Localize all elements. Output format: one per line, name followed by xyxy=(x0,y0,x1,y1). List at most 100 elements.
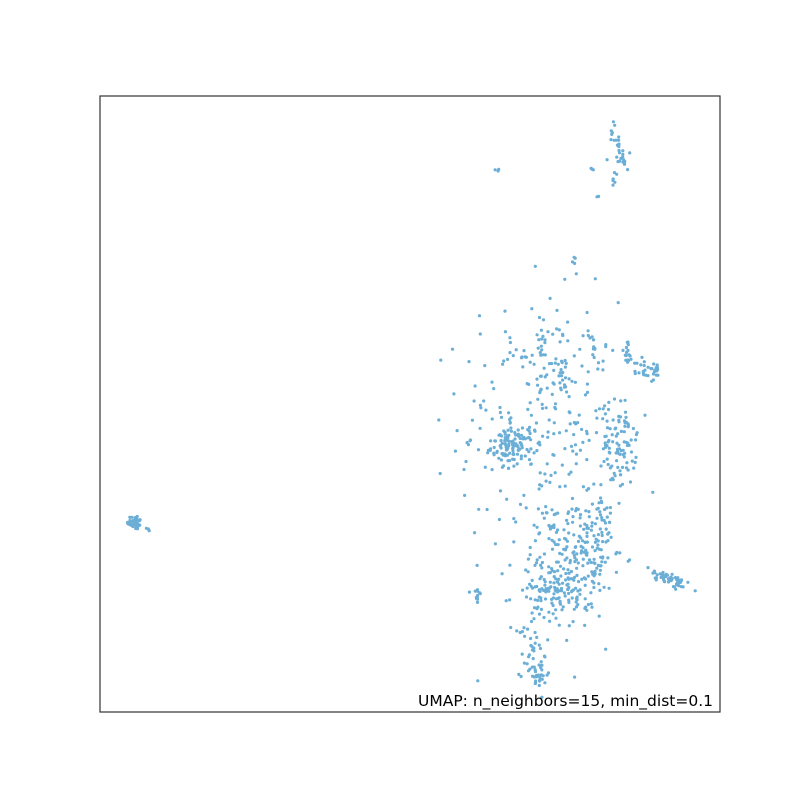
scatter-point xyxy=(507,442,511,446)
scatter-point xyxy=(618,484,623,488)
scatter-point xyxy=(563,548,568,552)
scatter-point xyxy=(560,374,564,378)
scatter-point xyxy=(527,655,531,659)
scatter-point xyxy=(537,589,541,593)
scatter-point xyxy=(635,361,639,365)
scatter-point xyxy=(606,407,611,412)
scatter-point xyxy=(527,450,531,454)
scatter-point xyxy=(512,452,516,456)
scatter-point xyxy=(549,473,553,477)
scatter-point xyxy=(556,528,560,532)
scatter-point xyxy=(562,528,566,532)
scatter-point xyxy=(499,446,503,450)
scatter-point xyxy=(580,427,584,431)
scatter-point xyxy=(566,511,570,516)
scatter-point xyxy=(538,555,542,559)
scatter-point xyxy=(605,426,610,430)
scatter-point xyxy=(575,573,579,578)
scatter-point xyxy=(553,361,557,365)
scatter-point xyxy=(535,607,539,611)
scatter-point xyxy=(589,528,594,532)
scatter-point xyxy=(686,580,690,584)
scatter-point xyxy=(517,672,521,677)
scatter-point xyxy=(601,417,605,421)
scatter-point xyxy=(519,433,524,437)
scatter-point xyxy=(568,561,572,565)
scatter-point xyxy=(602,518,606,523)
scatter-point xyxy=(542,615,546,620)
scatter-point xyxy=(535,449,539,453)
scatter-point xyxy=(558,485,562,489)
scatter-point xyxy=(546,638,550,642)
scatter-point xyxy=(607,586,611,590)
scatter-point xyxy=(628,151,632,155)
scatter-point xyxy=(541,434,545,438)
scatter-point xyxy=(499,443,503,447)
scatter-point xyxy=(605,419,609,423)
scatter-point xyxy=(539,328,544,332)
scatter-point xyxy=(539,607,544,612)
scatter-point xyxy=(623,421,627,425)
scatter-point xyxy=(129,522,133,526)
scatter-point xyxy=(608,506,613,510)
scatter-point xyxy=(581,557,585,561)
scatter-point xyxy=(537,315,542,320)
scatter-point xyxy=(560,463,564,467)
scatter-point xyxy=(514,348,518,352)
scatter-point xyxy=(611,348,615,352)
scatter-point xyxy=(589,591,593,595)
scatter-point xyxy=(515,452,520,456)
scatter-point xyxy=(578,516,582,520)
scatter-point xyxy=(524,568,528,572)
scatter-point xyxy=(580,577,584,581)
scatter-point xyxy=(626,168,630,172)
scatter-point xyxy=(557,582,561,586)
scatter-point xyxy=(613,123,617,127)
scatter-point xyxy=(575,552,579,556)
scatter-point xyxy=(521,588,525,592)
scatter-point xyxy=(552,432,556,436)
scatter-point xyxy=(604,647,608,651)
scatter-point xyxy=(603,560,607,564)
scatter-point xyxy=(486,451,490,455)
scatter-point xyxy=(654,576,659,580)
scatter-point xyxy=(551,612,555,616)
scatter-point xyxy=(596,539,600,543)
scatter-point xyxy=(464,459,468,464)
scatter-point xyxy=(595,546,599,550)
scatter-point xyxy=(558,600,562,605)
scatter-point xyxy=(609,535,613,540)
scatter-point xyxy=(503,430,507,434)
scatter-point xyxy=(628,354,632,358)
scatter-point xyxy=(492,387,496,391)
scatter-point xyxy=(522,349,526,353)
scatter-point xyxy=(676,576,680,580)
scatter-point xyxy=(521,365,525,369)
scatter-point xyxy=(439,358,443,362)
scatter-point xyxy=(567,377,571,381)
scatter-point xyxy=(539,344,543,348)
scatter-point xyxy=(581,440,585,444)
scatter-point xyxy=(543,338,547,342)
scatter-point xyxy=(586,574,590,578)
scatter-point xyxy=(618,452,622,456)
scatter-point xyxy=(492,453,496,457)
scatter-point xyxy=(568,422,572,426)
scatter-point xyxy=(475,563,479,568)
scatter-point xyxy=(611,440,615,444)
scatter-point xyxy=(616,465,620,469)
scatter-point xyxy=(590,605,594,609)
scatter-point xyxy=(585,458,589,462)
scatter-point xyxy=(673,576,678,580)
scatter-point xyxy=(604,540,608,544)
scatter-point xyxy=(635,431,639,435)
scatter-point xyxy=(498,410,502,415)
scatter-point xyxy=(545,373,549,377)
scatter-point xyxy=(590,545,595,549)
scatter-point xyxy=(539,660,543,664)
scatter-point xyxy=(637,371,641,375)
scatter-point xyxy=(566,339,570,343)
scatter-point xyxy=(603,404,607,408)
scatter-point xyxy=(478,592,482,596)
scatter-point xyxy=(504,599,508,603)
